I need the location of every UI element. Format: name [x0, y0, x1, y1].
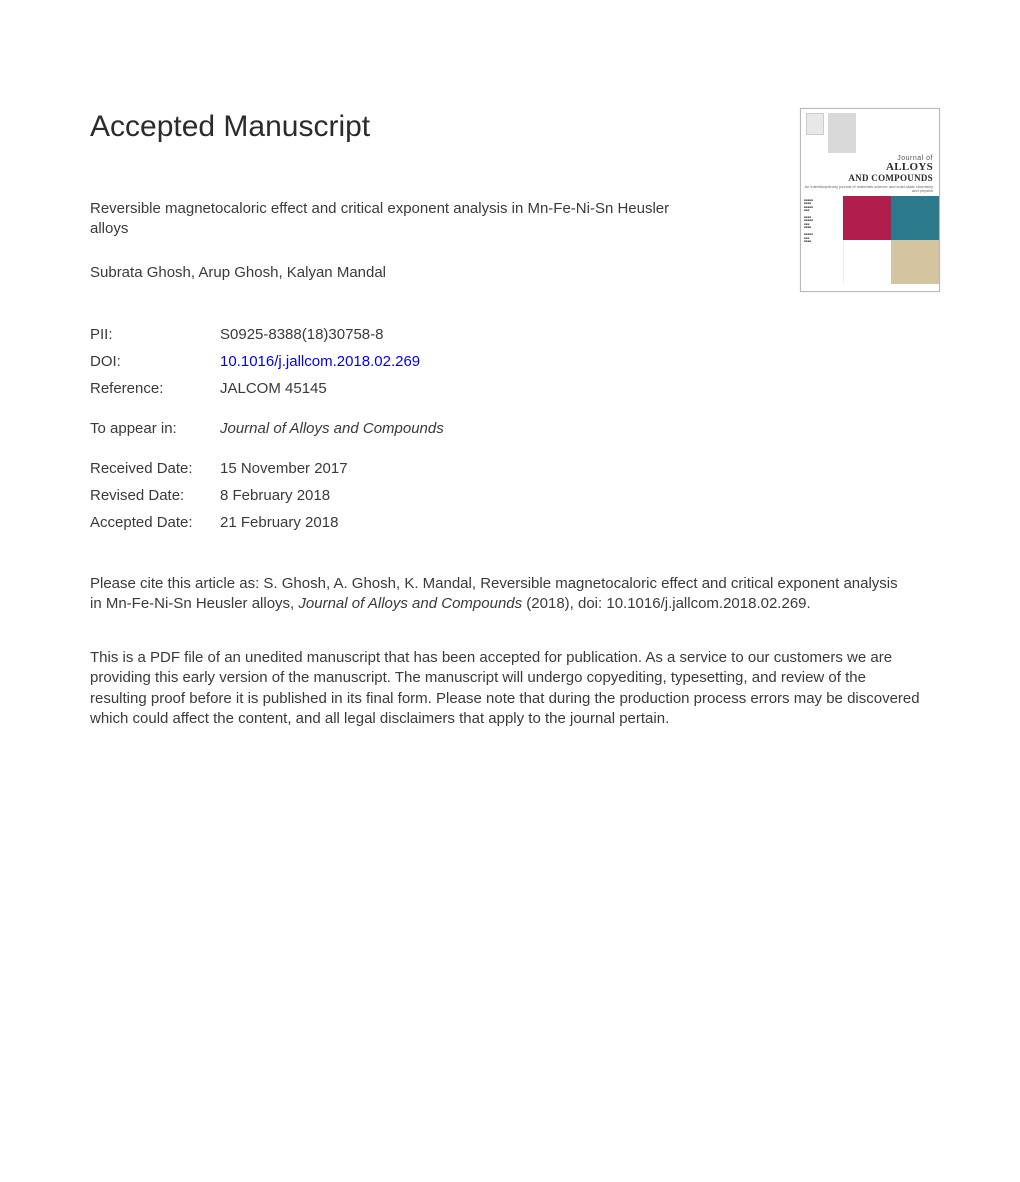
meta-row-doi: DOI: 10.1016/j.jallcom.2018.02.269 — [90, 348, 444, 375]
cover-header — [801, 109, 939, 155]
meta-row-received: Received Date: 15 November 2017 — [90, 442, 444, 482]
article-title: Reversible magnetocaloric effect and cri… — [90, 199, 710, 240]
publisher-logo-icon — [806, 113, 824, 135]
pii-label: PII: — [90, 321, 220, 348]
cover-title-block: Journal of ALLOYS AND COMPOUNDS — [801, 155, 939, 185]
metadata-table: PII: S0925-8388(18)30758-8 DOI: 10.1016/… — [90, 321, 444, 536]
cover-square-white — [843, 240, 891, 284]
manuscript-page: Accepted Manuscript Reversible magnetoca… — [0, 0, 1020, 789]
appear-value: Journal of Alloys and Compounds — [220, 402, 444, 442]
cover-toc-text: ■■■■■■■■■■■■■■■■■■■■■■■■■■■■■■■■■■■■■■■■… — [801, 196, 843, 284]
citation-suffix: (2018), doi: 10.1016/j.jallcom.2018.02.2… — [522, 595, 811, 612]
cover-square-red — [843, 196, 891, 240]
cover-square-tan — [891, 240, 939, 284]
meta-row-pii: PII: S0925-8388(18)30758-8 — [90, 321, 444, 348]
cover-grey-block — [828, 113, 856, 153]
accepted-value: 21 February 2018 — [220, 509, 444, 536]
reference-value: JALCOM 45145 — [220, 375, 444, 402]
meta-row-accepted: Accepted Date: 21 February 2018 — [90, 509, 444, 536]
meta-row-reference: Reference: JALCOM 45145 — [90, 375, 444, 402]
citation-journal: Journal of Alloys and Compounds — [298, 595, 522, 612]
meta-row-revised: Revised Date: 8 February 2018 — [90, 482, 444, 509]
citation-block: Please cite this article as: S. Ghosh, A… — [90, 574, 910, 615]
cover-subtitle: An interdisciplinary journal of material… — [801, 185, 939, 194]
doi-label: DOI: — [90, 348, 220, 375]
revised-label: Revised Date: — [90, 482, 220, 509]
cover-square-teal — [891, 196, 939, 240]
doi-link[interactable]: 10.1016/j.jallcom.2018.02.269 — [220, 353, 420, 370]
received-label: Received Date: — [90, 442, 220, 482]
appear-label: To appear in: — [90, 402, 220, 442]
disclaimer-text: This is a PDF file of an unedited manusc… — [90, 648, 920, 729]
journal-cover-thumbnail: Journal of ALLOYS AND COMPOUNDS An inter… — [800, 108, 940, 292]
received-value: 15 November 2017 — [220, 442, 444, 482]
accepted-label: Accepted Date: — [90, 509, 220, 536]
reference-label: Reference: — [90, 375, 220, 402]
cover-journal-name-2: AND COMPOUNDS — [801, 174, 933, 183]
meta-row-appear: To appear in: Journal of Alloys and Comp… — [90, 402, 444, 442]
cover-color-grid: ■■■■■■■■■■■■■■■■■■■■■■■■■■■■■■■■■■■■■■■■… — [801, 196, 939, 284]
revised-value: 8 February 2018 — [220, 482, 444, 509]
pii-value: S0925-8388(18)30758-8 — [220, 321, 444, 348]
cover-journal-name-1: ALLOYS — [801, 162, 933, 174]
